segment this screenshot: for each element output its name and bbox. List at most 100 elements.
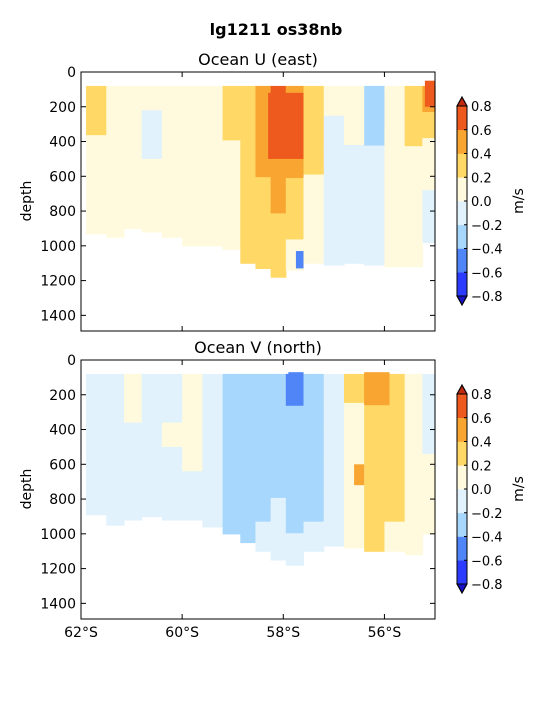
field-cell bbox=[141, 373, 163, 399]
field-cell bbox=[422, 373, 436, 402]
field-cell bbox=[182, 219, 203, 247]
field-cell bbox=[161, 373, 183, 399]
field-cell bbox=[202, 192, 224, 220]
y-tick-label: 1200 bbox=[40, 274, 76, 290]
field-cell bbox=[384, 433, 406, 464]
field-cell bbox=[240, 514, 257, 544]
field-cell bbox=[270, 497, 287, 530]
field-cell bbox=[202, 85, 224, 114]
field-cell bbox=[123, 373, 143, 399]
field-cell bbox=[123, 398, 143, 424]
field-cell bbox=[182, 422, 203, 448]
field-cell bbox=[106, 424, 125, 451]
field-cell bbox=[285, 501, 305, 534]
field-cell bbox=[422, 400, 436, 428]
colorbar-segment bbox=[457, 129, 467, 154]
x-tick-label: 60°S bbox=[165, 625, 199, 641]
field-cell bbox=[222, 373, 241, 402]
field-cell bbox=[422, 427, 436, 455]
field-cell bbox=[86, 491, 107, 516]
field-cell bbox=[161, 211, 183, 238]
field-cell bbox=[255, 373, 272, 405]
field-cell bbox=[285, 178, 305, 210]
field-cell bbox=[255, 403, 272, 434]
field-cell bbox=[182, 471, 203, 497]
y-tick-label: 1000 bbox=[40, 527, 76, 543]
field-cell bbox=[106, 474, 125, 501]
y-axis-label-ocean-u: depth bbox=[19, 181, 35, 222]
field-cell bbox=[270, 373, 287, 406]
field-cell bbox=[182, 446, 203, 472]
field-cell bbox=[422, 453, 436, 482]
field-cell bbox=[303, 521, 325, 552]
y-axis-label-ocean-v: depth bbox=[19, 469, 35, 510]
field-cell bbox=[270, 466, 287, 499]
field-cell bbox=[255, 116, 272, 148]
field-cell bbox=[303, 462, 325, 493]
field-cell bbox=[106, 373, 125, 400]
field-cell bbox=[343, 85, 365, 117]
field-cell bbox=[86, 397, 107, 422]
field-cell bbox=[161, 186, 183, 213]
colorbar-tick-label: −0.6 bbox=[471, 554, 503, 569]
field-cell bbox=[255, 85, 272, 117]
field-cell bbox=[270, 181, 287, 214]
field-cell bbox=[123, 133, 143, 158]
colorbar-segment bbox=[457, 417, 467, 442]
field-cell bbox=[364, 145, 386, 177]
colorbar-ocean-v: −0.8 −0.6 −0.4 −0.2 0.0 0.2 0.4 0.6 0.8 m/s bbox=[456, 383, 527, 595]
colorbar-extend-over bbox=[456, 95, 468, 107]
field-cell bbox=[141, 397, 163, 423]
field-cell bbox=[182, 495, 203, 521]
field-cell bbox=[202, 450, 224, 477]
field-cell bbox=[285, 405, 305, 439]
field-cell bbox=[240, 373, 257, 403]
field-cell bbox=[86, 85, 107, 112]
field-cell bbox=[106, 399, 125, 425]
colorbar-tick-label: −0.8 bbox=[471, 290, 503, 305]
colorbar-tick-label: −0.2 bbox=[471, 507, 503, 522]
field-cell bbox=[240, 402, 257, 431]
y-tick-label: 200 bbox=[49, 388, 76, 404]
field-cell bbox=[343, 431, 365, 462]
field-cell bbox=[202, 475, 224, 502]
field-cell bbox=[240, 458, 257, 487]
field-cell bbox=[161, 471, 183, 497]
field-cell bbox=[384, 85, 406, 117]
field-cell bbox=[123, 180, 143, 206]
field-cell bbox=[106, 111, 125, 137]
field-cell bbox=[343, 204, 365, 235]
y-tick-label: 400 bbox=[49, 135, 76, 151]
field-cell bbox=[303, 233, 325, 264]
field-cell bbox=[141, 421, 163, 446]
y-tick-label: 200 bbox=[49, 100, 76, 116]
field-cell bbox=[141, 492, 163, 518]
field-cell bbox=[404, 176, 423, 208]
colorbar-tick-label: 0.2 bbox=[471, 459, 492, 474]
colorbar-segment bbox=[457, 201, 467, 226]
field-cell bbox=[343, 518, 365, 549]
field-cell bbox=[222, 140, 241, 169]
plot-frame bbox=[80, 359, 436, 620]
field-cell bbox=[303, 403, 325, 434]
y-tick-label: 800 bbox=[49, 492, 76, 508]
field-cell bbox=[270, 435, 287, 468]
field-cell bbox=[422, 164, 436, 191]
field-cell bbox=[323, 402, 345, 432]
field-cell bbox=[86, 373, 107, 398]
field-cell bbox=[422, 138, 436, 165]
field-cell bbox=[364, 205, 386, 236]
field-cell bbox=[255, 207, 272, 239]
colorbar-tick-label: 0.6 bbox=[471, 412, 492, 427]
field-cell bbox=[86, 209, 107, 235]
field-cell bbox=[123, 495, 143, 521]
field-cell bbox=[404, 146, 423, 177]
field-cell bbox=[222, 400, 241, 428]
field-cell bbox=[404, 524, 423, 556]
field-cell bbox=[384, 521, 406, 552]
field-cell bbox=[323, 488, 345, 518]
colorbar-tick-label: 0.4 bbox=[471, 436, 492, 451]
field-cell bbox=[384, 462, 406, 493]
field-cell bbox=[285, 437, 305, 471]
